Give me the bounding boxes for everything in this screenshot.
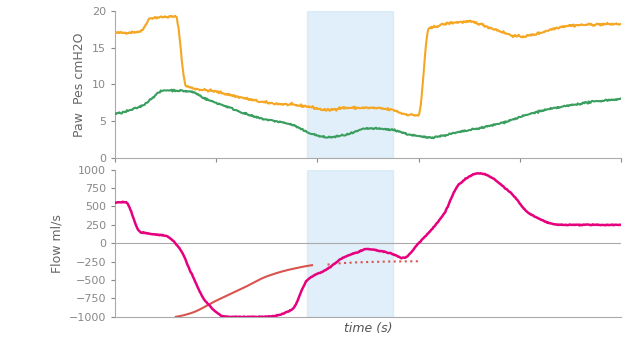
X-axis label: time (s): time (s) (344, 322, 392, 336)
Y-axis label: Flow ml/s: Flow ml/s (51, 214, 63, 273)
Y-axis label: Paw  Pes cmH2O: Paw Pes cmH2O (74, 32, 86, 136)
Bar (307, 170, 393, 317)
Bar (307, 11, 393, 158)
